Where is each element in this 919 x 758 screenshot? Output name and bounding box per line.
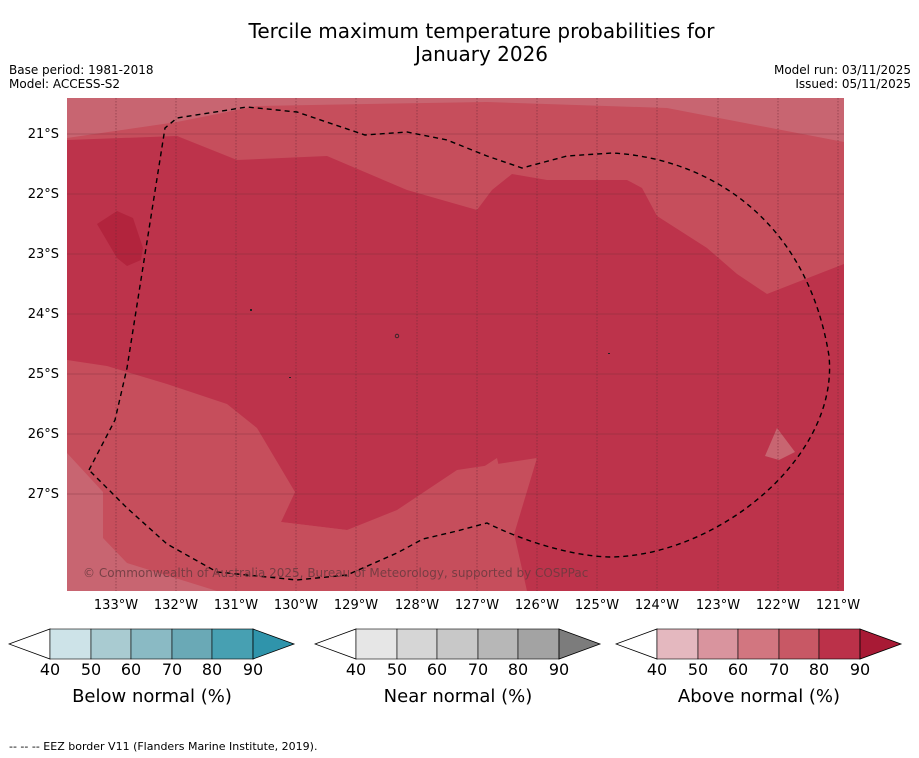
lat-label-25s: 25°S (27, 367, 59, 382)
base-period: Base period: 1981-2018 (9, 63, 154, 77)
colorbar-near-max-arrow (558, 628, 602, 660)
lon-label-126w: 126°W (514, 598, 560, 613)
probability-map: © Commonwealth of Australia 2025, Bureau… (67, 98, 844, 591)
colorbar-near-tick-80: 80 (507, 660, 529, 679)
colorbar-near-min-arrow (314, 628, 357, 660)
colorbar-below-tick-80: 80 (201, 660, 223, 679)
colorbar-near-tick-50: 50 (386, 660, 408, 679)
meta-left: Base period: 1981-2018 Model: ACCESS-S2 (9, 63, 154, 91)
colorbar-below-swatch-1 (49, 628, 92, 660)
colorbar-below-max-arrow (252, 628, 296, 660)
colorbar-near-swatch-1 (355, 628, 398, 660)
islands (250, 309, 610, 378)
model-name: Model: ACCESS-S2 (9, 77, 121, 91)
colorbar-near-tick-90: 90 (548, 660, 570, 679)
map-credit: © Commonwealth of Australia 2025, Bureau… (83, 566, 588, 580)
colorbar-near-label: Near normal (%) (383, 686, 533, 707)
colorbar-above-swatch-2 (697, 628, 739, 660)
colorbar-above-max-arrow (859, 628, 903, 660)
region-above-90 (67, 136, 844, 591)
colorbar-near-swatch-2 (396, 628, 438, 660)
map-title-line2: January 2026 (414, 42, 549, 66)
colorbar-below-tick-60: 60 (120, 660, 142, 679)
colorbar-near-swatch-3 (436, 628, 479, 660)
region-near-edge (67, 360, 537, 591)
lat-label-21s: 21°S (27, 127, 59, 142)
colorbar-above-swatch-1 (656, 628, 699, 660)
lat-label-26s: 26°S (27, 427, 59, 442)
meridians (115, 98, 839, 591)
issued-date: Issued: 05/11/2025 (795, 77, 911, 91)
colorbar-below-swatch-5 (211, 628, 254, 660)
lon-label-129w: 129°W (333, 598, 379, 613)
colorbar-near-tick-40: 40 (345, 660, 367, 679)
lon-label-131w: 131°W (213, 598, 259, 613)
colorbar-near-tick-70: 70 (467, 660, 489, 679)
colorbar-below-tick-40: 40 (39, 660, 61, 679)
lon-label-121w: 121°W (815, 598, 861, 613)
colorbar-above-swatch-4 (778, 628, 820, 660)
lat-label-23s: 23°S (27, 247, 59, 262)
map-title-line1: Tercile maximum temperature probabilitie… (248, 19, 715, 43)
graticule (67, 133, 844, 495)
colorbar-below-swatch-2 (90, 628, 132, 660)
colorbar-above-tick-70: 70 (768, 660, 790, 679)
colorbar-below-min-arrow (8, 628, 51, 660)
meta-right: Model run: 03/11/2025 Issued: 05/11/2025 (774, 63, 911, 91)
colorbar-near-tick-60: 60 (426, 660, 448, 679)
eez-border (88, 106, 831, 581)
colorbar-below-tick-90: 90 (242, 660, 264, 679)
colorbar-above-min-arrow (615, 628, 658, 660)
colorbar-above-normal (615, 628, 903, 660)
colorbar-below-swatch-4 (171, 628, 213, 660)
colorbar-above-tick-80: 80 (808, 660, 830, 679)
lon-label-125w: 125°W (574, 598, 620, 613)
lon-label-130w: 130°W (273, 598, 319, 613)
lon-label-132w: 132°W (153, 598, 199, 613)
colorbar-above-tick-60: 60 (727, 660, 749, 679)
colorbar-below-label: Below normal (%) (72, 686, 232, 707)
lon-label-124w: 124°W (634, 598, 680, 613)
colorbar-above-label: Above normal (%) (677, 686, 841, 707)
colorbar-near-swatch-5 (517, 628, 560, 660)
lat-label-27s: 27°S (27, 487, 59, 502)
lat-label-22s: 22°S (27, 187, 59, 202)
colorbar-above-swatch-3 (737, 628, 780, 660)
lat-label-24s: 24°S (27, 307, 59, 322)
lon-label-133w: 133°W (93, 598, 139, 613)
region-hotspot (97, 211, 143, 266)
colorbar-below-tick-50: 50 (80, 660, 102, 679)
colorbar-near-swatch-4 (477, 628, 519, 660)
eez-legend-footer: -- -- -- EEZ border V11 (Flanders Marine… (9, 740, 318, 753)
lon-label-123w: 123°W (695, 598, 741, 613)
colorbar-above-tick-50: 50 (687, 660, 709, 679)
colorbar-below-tick-70: 70 (161, 660, 183, 679)
region-light-sw (67, 453, 217, 591)
model-run: Model run: 03/11/2025 (773, 63, 911, 77)
region-patch-east (765, 428, 795, 460)
colorbar-above-tick-40: 40 (646, 660, 668, 679)
colorbar-near-normal (314, 628, 602, 660)
colorbar-above-swatch-5 (818, 628, 861, 660)
lon-label-122w: 122°W (755, 598, 801, 613)
colorbar-below-normal (8, 628, 296, 660)
colorbar-below-swatch-3 (130, 628, 173, 660)
lon-label-128w: 128°W (394, 598, 440, 613)
lon-label-127w: 127°W (454, 598, 500, 613)
colorbar-above-tick-90: 90 (849, 660, 871, 679)
